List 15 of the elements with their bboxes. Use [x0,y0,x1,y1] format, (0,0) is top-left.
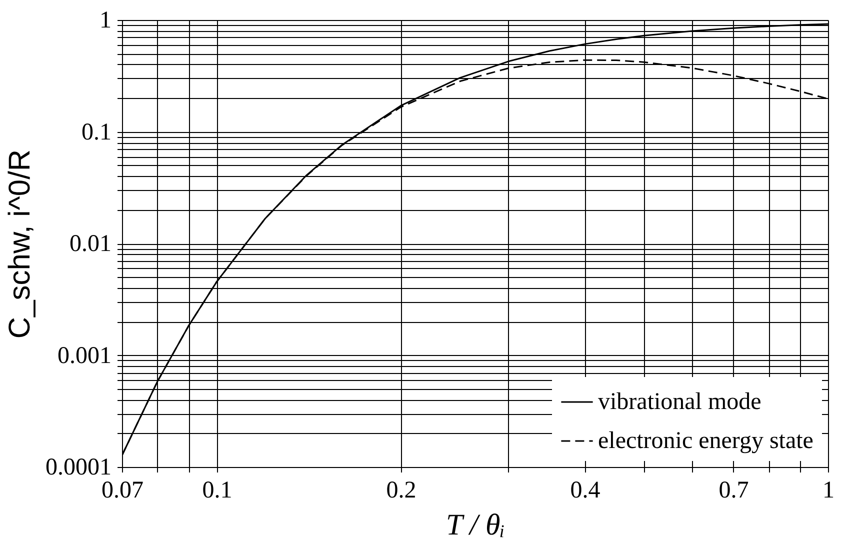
y-tick-label: 0.0001 [46,454,112,480]
x-axis-title: T / θᵢ [446,508,505,542]
y-tick-label: 1 [100,8,112,34]
x-tick-label: 0.7 [718,478,749,504]
x-tick-label: 0.4 [570,478,600,504]
y-tick-label: 0.01 [70,231,112,257]
y-tick-label: 0.001 [58,342,112,369]
legend-label: electronic energy state [598,428,814,454]
x-tick-label: 1 [822,478,834,504]
y-axis-title: C_schw, i^0/R [4,149,36,339]
x-tick-label: 0.2 [386,478,416,504]
legend-label: vibrational mode [598,389,762,415]
x-tick-label: 0.1 [202,478,232,504]
x-tick-label: 0.07 [102,478,144,504]
y-tick-label: 0.1 [82,119,112,146]
